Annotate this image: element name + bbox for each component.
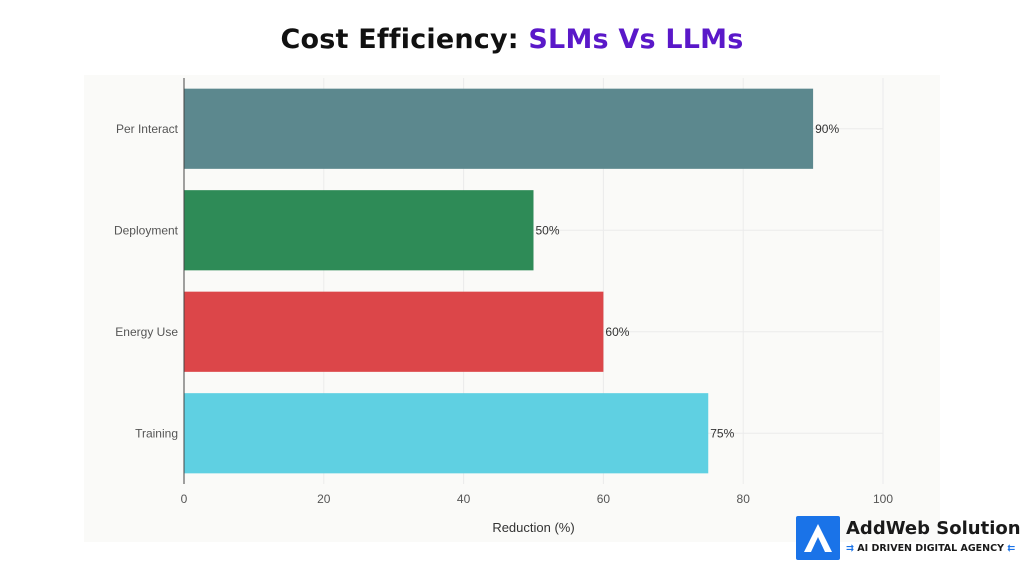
x-tick-label: 60 [597,492,611,506]
arrow-left-icon: ⇇ [1007,543,1016,554]
y-tick-label: Training [135,426,178,440]
logo-name: AddWeb Solution [846,518,1021,539]
y-tick-label: Deployment [114,223,179,237]
data-label: 50% [536,223,560,237]
data-label: 90% [815,122,839,136]
x-tick-label: 80 [737,492,751,506]
y-tick-label: Energy Use [115,325,178,339]
x-tick-label: 0 [181,492,188,506]
chart-title: Cost Efficiency: SLMs Vs LLMs [0,24,1024,55]
logo-tagline: ⇉ AI DRIVEN DIGITAL AGENCY ⇇ [846,543,1015,554]
y-tick-label: Per Interact [116,122,179,136]
chart-title-highlight: SLMs Vs LLMs [528,24,744,55]
x-tick-label: 100 [873,492,893,506]
x-tick-label: 40 [457,492,471,506]
bar [184,190,534,271]
x-tick-label: 20 [317,492,331,506]
bar [184,291,604,372]
company-logo: AddWeb Solution ⇉ AI DRIVEN DIGITAL AGEN… [796,516,1021,562]
bar [184,88,814,169]
data-label: 75% [710,426,734,440]
data-label: 60% [605,325,629,339]
logo-mark-icon [796,516,840,560]
arrow-right-icon: ⇉ [846,543,854,554]
chart-title-prefix: Cost Efficiency: [280,24,529,55]
bar [184,393,709,474]
logo-tagline-text: AI DRIVEN DIGITAL AGENCY [857,543,1004,554]
x-axis-title: Reduction (%) [492,520,574,535]
